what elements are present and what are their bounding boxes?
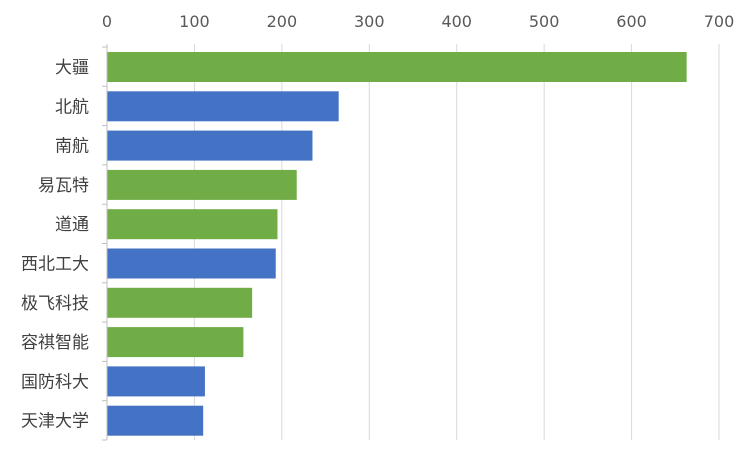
category-label-3: 易瓦特 bbox=[38, 176, 89, 196]
x-tick-label-700: 700 bbox=[704, 12, 735, 31]
x-tick-label-300: 300 bbox=[354, 12, 385, 31]
bar-9 bbox=[107, 405, 204, 436]
category-label-1: 北航 bbox=[55, 97, 89, 117]
x-tick-label-400: 400 bbox=[441, 12, 472, 31]
x-tick-label-200: 200 bbox=[267, 12, 298, 31]
bar-6 bbox=[107, 287, 253, 318]
bar-2 bbox=[107, 130, 313, 161]
bar-5 bbox=[107, 248, 276, 279]
category-label-4: 道通 bbox=[55, 215, 89, 235]
category-label-9: 天津大学 bbox=[21, 412, 89, 432]
bar-4 bbox=[107, 209, 278, 240]
x-tick-label-100: 100 bbox=[179, 12, 210, 31]
bar-3 bbox=[107, 169, 297, 200]
x-tick-label-0: 0 bbox=[102, 12, 112, 31]
category-label-8: 国防科大 bbox=[21, 372, 89, 392]
bar-1 bbox=[107, 91, 339, 122]
category-label-0: 大疆 bbox=[55, 58, 89, 78]
bar-0 bbox=[107, 52, 687, 82]
category-label-5: 西北工大 bbox=[21, 255, 89, 275]
x-axis-ticks: 0 100 200 300 400 500 600 700 bbox=[102, 12, 734, 31]
bar-7 bbox=[107, 327, 244, 358]
y-axis bbox=[102, 44, 108, 441]
bars-group bbox=[107, 52, 687, 436]
x-tick-label-600: 600 bbox=[616, 12, 647, 31]
category-label-7: 容祺智能 bbox=[21, 333, 89, 353]
bar-8 bbox=[107, 366, 205, 397]
x-tick-label-500: 500 bbox=[529, 12, 560, 31]
category-label-6: 极飞科技 bbox=[21, 294, 89, 314]
category-label-2: 南航 bbox=[55, 137, 89, 157]
